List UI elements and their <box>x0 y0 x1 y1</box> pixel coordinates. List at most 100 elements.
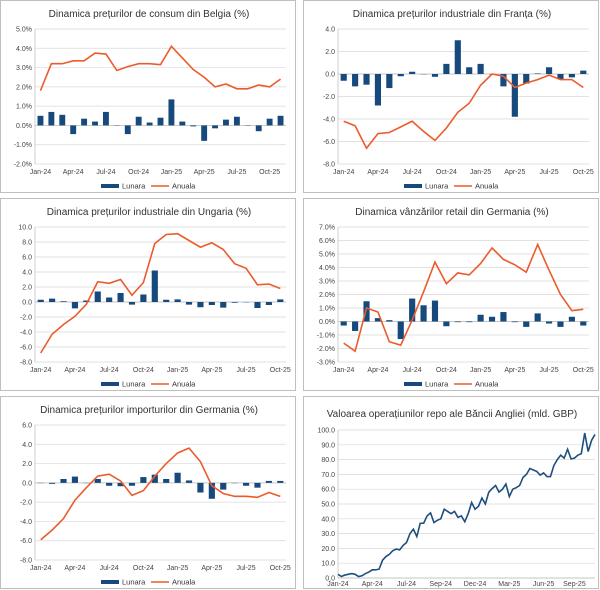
chart-france-ppi: Dinamica prețurilor industriale din Fran… <box>303 0 599 193</box>
bar-lunara <box>135 116 142 126</box>
bar-lunara <box>277 299 284 302</box>
bar-lunara <box>277 115 284 126</box>
x-tick-label: Oct-25 <box>270 565 291 572</box>
bar-lunara <box>477 63 484 74</box>
bar-lunara <box>431 74 439 77</box>
y-tick-label: 0.0 <box>22 300 32 307</box>
y-tick-label: 0.0 <box>325 72 335 79</box>
x-tick-label: Jul-25 <box>227 169 246 176</box>
bar-lunara <box>340 321 347 326</box>
bar-lunara <box>102 111 109 126</box>
bar-lunara <box>265 302 272 305</box>
bar-lunara <box>146 122 153 126</box>
x-tick-label: Apr-24 <box>64 565 85 572</box>
bar-lunara <box>201 125 208 141</box>
x-tick-label: Jan-25 <box>167 565 189 572</box>
bar-lunara <box>117 482 124 487</box>
bar-lunara <box>197 482 204 493</box>
x-tick-label: Dec-24 <box>464 581 487 588</box>
line-anuala <box>343 242 584 353</box>
bar-lunara <box>545 321 553 324</box>
bar-lunara <box>511 321 518 323</box>
y-tick-label: -2.0 <box>20 315 32 322</box>
bar-lunara <box>151 474 158 483</box>
x-tick-label: Apr-25 <box>201 367 222 374</box>
bar-lunara <box>212 125 219 129</box>
x-tick-label: Apr-25 <box>504 367 525 374</box>
x-tick-label: Jan-25 <box>161 169 183 176</box>
y-tick-label: -6.0 <box>323 139 335 146</box>
bar-lunara <box>534 313 541 322</box>
y-tick-label: -2.0 <box>323 94 335 101</box>
bar-lunara <box>266 118 273 126</box>
legend-swatch-lunara <box>101 184 119 188</box>
bar-lunara <box>233 116 240 126</box>
bar-lunara <box>37 115 44 126</box>
bar-lunara <box>500 74 507 87</box>
line-anuala <box>343 73 584 150</box>
y-tick-label: 3.0% <box>319 279 335 286</box>
bar-lunara <box>557 74 564 80</box>
bar-lunara <box>83 300 90 302</box>
x-tick-label: Apr-25 <box>504 169 525 176</box>
x-tick-label: Jan-24 <box>333 169 355 176</box>
bar-lunara <box>386 320 393 322</box>
y-tick-label: 1.0% <box>16 104 32 111</box>
y-tick-label: -2.0% <box>317 346 335 353</box>
bar-lunara <box>363 301 370 322</box>
bar-lunara <box>185 302 193 305</box>
y-tick-label: 10.0 <box>18 225 32 232</box>
y-tick-label: 5.0% <box>319 252 335 259</box>
bar-lunara <box>59 114 66 126</box>
y-tick-label: 20.0 <box>321 546 335 553</box>
bar-lunara <box>255 125 262 132</box>
line-repo <box>337 432 596 578</box>
y-tick-label: -4.0 <box>20 330 32 337</box>
x-tick-label: Jul-24 <box>397 581 416 588</box>
bar-lunara <box>174 299 181 302</box>
y-tick-label: -1.0% <box>14 142 32 149</box>
bar-lunara <box>208 482 215 499</box>
y-tick-label: 4.0% <box>319 265 335 272</box>
bar-lunara <box>37 299 44 302</box>
y-tick-label: 1.0% <box>319 306 335 313</box>
y-tick-label: -2.0% <box>14 162 32 169</box>
bar-lunara <box>277 480 284 483</box>
y-tick-label: -6.0 <box>20 345 32 352</box>
x-tick-label: Apr-24 <box>63 169 84 176</box>
chart-title: Dinamica prețurilor de consum din Belgia… <box>49 9 250 20</box>
x-tick-label: Apr-24 <box>367 367 388 374</box>
chart-svg: Dinamica vânzărilor retail din Germania … <box>317 207 594 389</box>
y-tick-label: 0.0% <box>319 319 335 326</box>
legend-label-lunara: Lunara <box>425 380 449 389</box>
x-tick-label: Apr-25 <box>201 565 222 572</box>
bar-lunara <box>49 482 56 484</box>
legend-label-anuala: Anuala <box>172 578 196 587</box>
legend-label-anuala: Anuala <box>172 182 196 191</box>
bar-lunara <box>124 125 131 135</box>
y-tick-label: -6.0 <box>20 538 32 545</box>
x-tick-label: Jan-24 <box>30 367 52 374</box>
y-tick-label: -4.0 <box>20 519 32 526</box>
chart-svg: Dinamica prețurilor industriale din Fran… <box>323 9 594 191</box>
bar-lunara <box>106 482 113 486</box>
bar-lunara <box>231 302 238 303</box>
y-tick-label: 7.0% <box>319 225 335 232</box>
y-tick-label: 10.0 <box>321 561 335 568</box>
chart-title: Valoarea operațiunilor repo ale Băncii A… <box>327 409 578 420</box>
y-tick-label: 60.0 <box>321 487 335 494</box>
y-tick-label: 6.0 <box>22 255 32 262</box>
y-tick-label: 3.0% <box>16 65 32 72</box>
bar-lunara <box>128 482 136 486</box>
chart-hungary-ppi: Dinamica prețurilor industriale din Unga… <box>0 198 296 391</box>
bar-lunara <box>534 73 541 74</box>
bar-lunara <box>386 74 393 89</box>
bar-lunara <box>208 302 215 305</box>
x-tick-label: Apr-25 <box>194 169 215 176</box>
x-tick-label: Jul-25 <box>540 367 559 374</box>
legend-label-anuala: Anuala <box>475 380 499 389</box>
bar-lunara <box>71 476 79 483</box>
x-tick-label: Sep-24 <box>430 581 453 588</box>
bar-lunara <box>70 125 77 135</box>
chart-title: Dinamica prețurilor industriale din Fran… <box>353 9 551 20</box>
